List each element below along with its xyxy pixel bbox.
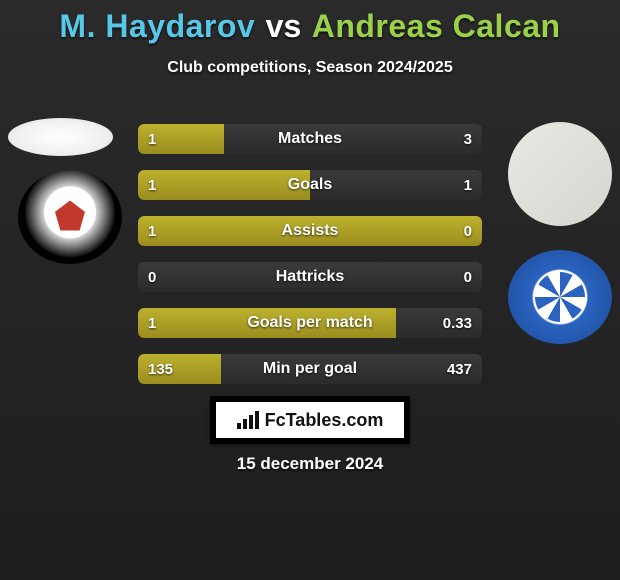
metric-row: 10.33Goals per match — [138, 308, 482, 338]
metrics-bars: 13Matches 11Goals 10Assists 00Hattricks 10.3… — [138, 124, 482, 400]
metric-row: 10Assists — [138, 216, 482, 246]
metric-label: Matches — [138, 124, 482, 154]
metric-label: Hattricks — [138, 262, 482, 292]
branding-bar-icon — [237, 423, 241, 429]
branding-bars-icon — [237, 411, 259, 429]
club1-logo — [18, 170, 122, 264]
club2-logo — [508, 250, 612, 344]
player2-avatar — [508, 122, 612, 226]
title-row: M. Haydarov vs Andreas Calcan — [0, 0, 620, 45]
branding-bar-icon — [249, 415, 253, 429]
date-label: 15 december 2024 — [0, 454, 620, 474]
metric-row: 00Hattricks — [138, 262, 482, 292]
player2-name: Andreas Calcan — [312, 8, 561, 44]
metric-label: Min per goal — [138, 354, 482, 384]
metric-label: Goals per match — [138, 308, 482, 338]
metric-row: 11Goals — [138, 170, 482, 200]
player1-name: M. Haydarov — [59, 8, 255, 44]
metric-label: Goals — [138, 170, 482, 200]
vs-text: vs — [266, 8, 302, 44]
branding-text: FcTables.com — [265, 410, 384, 431]
branding-badge: FcTables.com — [210, 396, 410, 444]
metric-row: 13Matches — [138, 124, 482, 154]
metric-row: 135437Min per goal — [138, 354, 482, 384]
branding-bar-icon — [255, 411, 259, 429]
metric-label: Assists — [138, 216, 482, 246]
branding-bar-icon — [243, 419, 247, 429]
subtitle: Club competitions, Season 2024/2025 — [0, 59, 620, 77]
player1-avatar — [8, 118, 113, 156]
